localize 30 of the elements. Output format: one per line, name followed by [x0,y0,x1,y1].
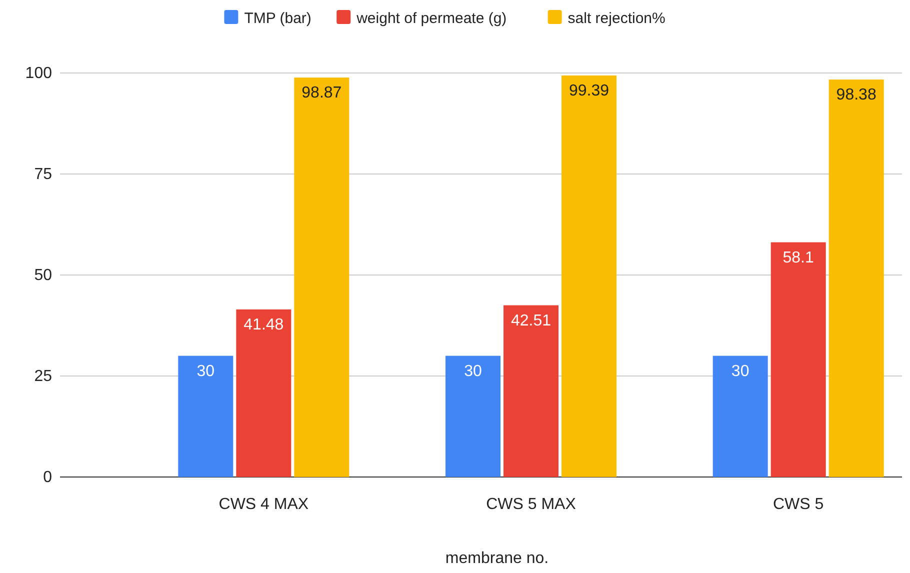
bar [178,356,234,477]
bar [294,78,350,477]
x-axis-title: membrane no. [445,550,549,567]
bar [770,242,826,477]
data-label: 41.48 [244,316,284,334]
bar [504,305,558,477]
bar [712,356,768,477]
legend-label: weight of permeate (g) [356,10,507,27]
data-label: 99.39 [568,82,610,100]
data-label: 30 [196,362,215,380]
y-tick-label: 75 [34,166,52,183]
y-tick-label: 25 [34,368,52,385]
bar [828,80,884,477]
x-tick-label: CWS 4 MAX [218,496,309,513]
legend-label: salt rejection% [568,10,666,27]
y-tick-label: 50 [34,267,52,284]
data-label: 30 [731,362,750,380]
bar [236,309,292,477]
data-label: 42.51 [510,312,552,330]
y-tick-label: 100 [25,65,52,82]
data-label: 58.1 [782,249,814,266]
data-label: 30 [464,362,482,380]
x-tick-label: CWS 5 MAX [486,496,576,513]
y-tick-label: 0 [43,469,52,486]
x-tick-label: CWS 5 [772,496,824,513]
bar [562,75,616,477]
legend-label: TMP (bar) [244,10,312,27]
bar [446,356,500,477]
data-label: 98.87 [302,84,342,102]
data-label: 98.38 [836,86,876,104]
